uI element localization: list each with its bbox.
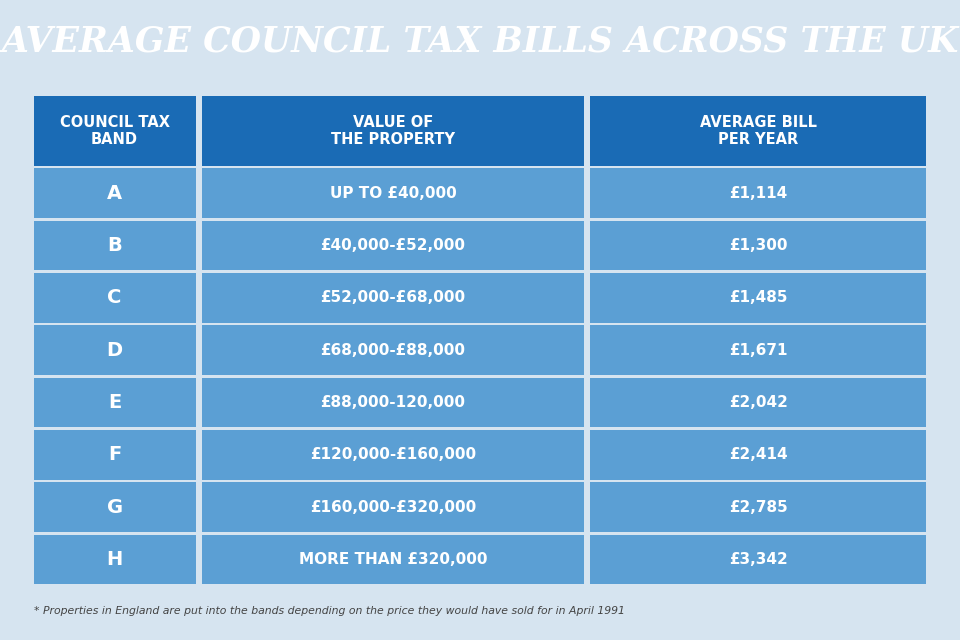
Text: G: G (107, 498, 123, 516)
Text: £1,300: £1,300 (729, 238, 787, 253)
Text: UP TO £40,000: UP TO £40,000 (329, 186, 456, 201)
Text: £3,342: £3,342 (729, 552, 788, 567)
Text: E: E (108, 393, 121, 412)
Text: A: A (108, 184, 122, 203)
FancyBboxPatch shape (590, 483, 926, 532)
Text: VALUE OF
THE PROPERTY: VALUE OF THE PROPERTY (331, 115, 455, 147)
FancyBboxPatch shape (590, 534, 926, 584)
FancyBboxPatch shape (202, 378, 584, 428)
Text: £52,000-£68,000: £52,000-£68,000 (321, 291, 466, 305)
Text: £1,114: £1,114 (730, 186, 787, 201)
Text: * Properties in England are put into the bands depending on the price they would: * Properties in England are put into the… (34, 606, 624, 616)
Text: £160,000-£320,000: £160,000-£320,000 (310, 500, 476, 515)
Text: D: D (107, 340, 123, 360)
Text: £88,000-120,000: £88,000-120,000 (321, 395, 466, 410)
FancyBboxPatch shape (202, 325, 584, 375)
FancyBboxPatch shape (34, 378, 196, 428)
FancyBboxPatch shape (34, 273, 196, 323)
FancyBboxPatch shape (34, 325, 196, 375)
FancyBboxPatch shape (34, 534, 196, 584)
FancyBboxPatch shape (202, 534, 584, 584)
Text: C: C (108, 288, 122, 307)
Text: £2,042: £2,042 (729, 395, 788, 410)
Text: AVERAGE COUNCIL TAX BILLS ACROSS THE UK: AVERAGE COUNCIL TAX BILLS ACROSS THE UK (1, 24, 959, 59)
Text: B: B (108, 236, 122, 255)
FancyBboxPatch shape (34, 96, 196, 166)
Text: AVERAGE BILL
PER YEAR: AVERAGE BILL PER YEAR (700, 115, 817, 147)
Text: H: H (107, 550, 123, 569)
FancyBboxPatch shape (590, 273, 926, 323)
FancyBboxPatch shape (590, 325, 926, 375)
FancyBboxPatch shape (202, 430, 584, 479)
Text: £2,785: £2,785 (729, 500, 788, 515)
FancyBboxPatch shape (34, 483, 196, 532)
FancyBboxPatch shape (202, 96, 584, 166)
Text: £1,485: £1,485 (729, 291, 787, 305)
FancyBboxPatch shape (34, 430, 196, 479)
FancyBboxPatch shape (590, 378, 926, 428)
Text: F: F (108, 445, 121, 464)
FancyBboxPatch shape (590, 168, 926, 218)
Text: COUNCIL TAX
BAND: COUNCIL TAX BAND (60, 115, 170, 147)
FancyBboxPatch shape (590, 221, 926, 270)
FancyBboxPatch shape (590, 96, 926, 166)
Text: £2,414: £2,414 (729, 447, 787, 462)
FancyBboxPatch shape (202, 483, 584, 532)
FancyBboxPatch shape (34, 221, 196, 270)
Text: £120,000-£160,000: £120,000-£160,000 (310, 447, 476, 462)
FancyBboxPatch shape (202, 273, 584, 323)
FancyBboxPatch shape (202, 168, 584, 218)
FancyBboxPatch shape (590, 430, 926, 479)
Text: £40,000-£52,000: £40,000-£52,000 (321, 238, 466, 253)
Text: MORE THAN £320,000: MORE THAN £320,000 (299, 552, 488, 567)
Text: £1,671: £1,671 (729, 342, 787, 358)
FancyBboxPatch shape (34, 168, 196, 218)
Text: £68,000-£88,000: £68,000-£88,000 (321, 342, 466, 358)
FancyBboxPatch shape (202, 221, 584, 270)
